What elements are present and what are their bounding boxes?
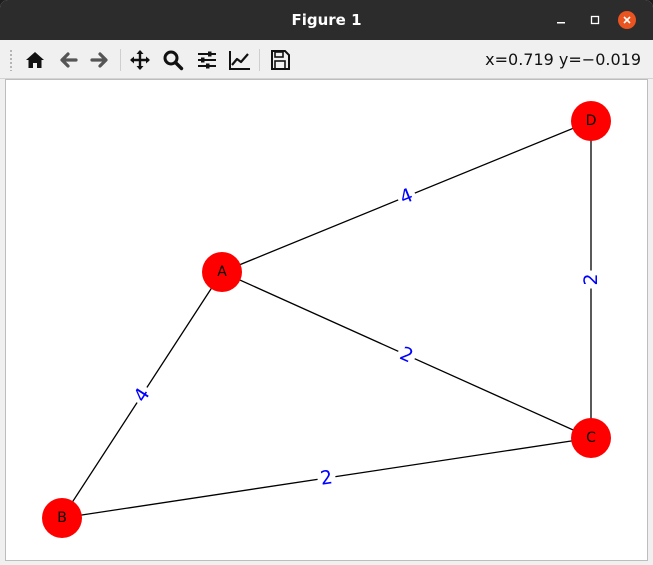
navigation-toolbar: x=0.719 y=−0.019: [0, 40, 653, 79]
move-icon: [130, 50, 150, 70]
edge-label-background: [393, 340, 420, 370]
edge-label-background: [127, 380, 157, 410]
title-bar[interactable]: Figure 1: [0, 0, 653, 40]
node-label-A: A: [217, 264, 227, 280]
maximize-button[interactable]: [586, 11, 604, 29]
node-label-D: D: [586, 113, 597, 129]
configure-subplots-button[interactable]: [194, 47, 220, 73]
zoom-button[interactable]: [160, 47, 186, 73]
forward-button[interactable]: [87, 47, 113, 73]
edge-weight-label-C-D: 2: [580, 273, 602, 285]
toolbar-separator: [120, 49, 121, 71]
node-A: [202, 252, 242, 292]
toolbar-separator: [259, 49, 260, 71]
back-button[interactable]: [55, 47, 81, 73]
minimize-button[interactable]: [552, 11, 570, 29]
floppy-disk-icon: [271, 50, 290, 70]
nodes-layer: A B C D: [42, 101, 611, 538]
close-button[interactable]: [618, 11, 636, 29]
home-icon: [26, 52, 44, 68]
arrow-left-icon: [60, 52, 78, 68]
edge-label-background: [579, 270, 603, 289]
sliders-icon: [198, 51, 216, 69]
save-button[interactable]: [267, 47, 293, 73]
home-button[interactable]: [22, 47, 48, 73]
edit-axis-button[interactable]: [227, 47, 253, 73]
magnifier-icon: [163, 50, 184, 71]
edges-layer: [61, 120, 592, 519]
edge-label-background: [315, 464, 338, 492]
line-chart-icon: [229, 51, 250, 70]
cursor-coordinates-readout: x=0.719 y=−0.019: [485, 50, 641, 69]
node-D: [571, 101, 611, 141]
node-C: [571, 418, 611, 458]
maximize-icon: [590, 15, 600, 25]
node-label-C: C: [586, 430, 596, 446]
edge-weight-label-B-C: 2: [319, 466, 334, 490]
arrow-right-icon: [90, 52, 108, 68]
close-icon: [623, 16, 631, 24]
edge-label-background: [393, 181, 420, 212]
toolbar-grip[interactable]: [9, 49, 13, 71]
node-B: [42, 498, 82, 538]
node-label-B: B: [57, 510, 67, 526]
window-title: Figure 1: [291, 11, 362, 29]
pan-button[interactable]: [127, 47, 153, 73]
minimize-icon: [557, 22, 565, 24]
